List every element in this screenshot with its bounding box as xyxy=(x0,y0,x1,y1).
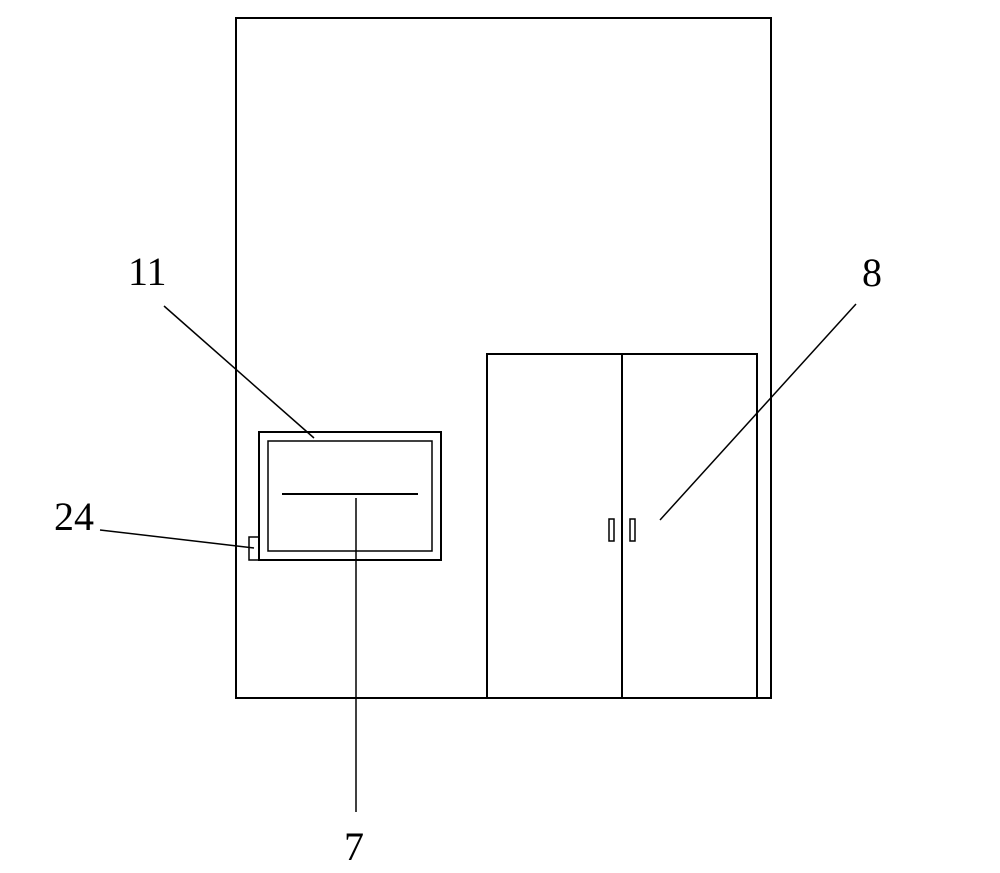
label-11: 11 xyxy=(128,249,167,294)
canvas-bg xyxy=(0,0,1000,873)
technical-diagram: 11 8 24 7 xyxy=(0,0,1000,873)
label-24: 24 xyxy=(54,494,94,539)
label-8: 8 xyxy=(862,250,882,295)
label-7: 7 xyxy=(344,824,364,869)
